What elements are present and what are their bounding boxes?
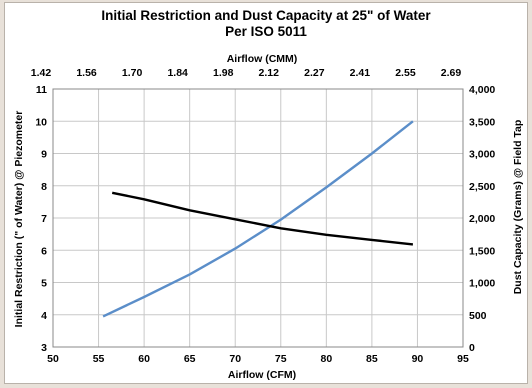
y2-tick-label: 500 — [469, 310, 487, 322]
x-tick-label: 95 — [457, 353, 469, 365]
y-axis-label: Initial Restriction (" of Water) @ Piezo… — [13, 111, 25, 328]
grid — [52, 88, 464, 348]
chart-subtitle: Per ISO 5011 — [225, 24, 307, 39]
y-tick-label: 8 — [41, 181, 47, 193]
x2-tick-label: 1.84 — [167, 67, 188, 79]
chart-title: Initial Restriction and Dust Capacity at… — [101, 8, 431, 23]
x2-tick-label: 2.69 — [441, 67, 462, 79]
y2-axis-label: Dust Capacity (Grams) @ Field Tap — [512, 120, 524, 295]
x2-tick-label: 1.42 — [31, 67, 52, 79]
x-tick-label: 65 — [184, 353, 196, 365]
y-tick-label: 5 — [41, 278, 47, 290]
x-tick-label: 75 — [275, 353, 287, 365]
y-tick-label: 7 — [41, 213, 47, 225]
y-tick-label: 10 — [35, 116, 47, 128]
y-tick-label: 6 — [41, 245, 47, 257]
y2-tick-label: 2,500 — [469, 181, 495, 193]
y-tick-label: 11 — [36, 84, 47, 96]
y2-tick-label: 3,500 — [469, 116, 495, 128]
x2-tick-label: 2.41 — [350, 67, 371, 79]
x-tick-label: 55 — [93, 353, 105, 365]
x2-tick-label: 1.56 — [76, 67, 97, 79]
y2-tick-label: 3,000 — [469, 149, 495, 161]
x2-tick-label: 2.55 — [395, 67, 416, 79]
x2-tick-label: 2.12 — [259, 67, 280, 79]
x2-tick-label: 2.27 — [304, 67, 325, 79]
x-tick-label: 85 — [366, 353, 378, 365]
x-tick-label: 50 — [47, 353, 59, 365]
restriction-line — [102, 120, 414, 318]
y2-tick-label: 1,000 — [469, 278, 495, 290]
plot-border — [52, 88, 464, 348]
x-axis-label: Airflow (CFM) — [228, 369, 296, 381]
chart-frame — [4, 2, 528, 384]
series-lines — [102, 120, 414, 318]
y2-tick-label: 0 — [469, 342, 475, 354]
y2-tick-label: 1,500 — [469, 245, 495, 257]
x-tick-label: 90 — [412, 353, 424, 365]
y-tick-label: 4 — [41, 310, 47, 322]
x-tick-label: 70 — [229, 353, 241, 365]
tick-labels: 50 55 60 65 70 75 80 85 90 951.42 1.56 1.70 1.84 1.98… — [31, 67, 496, 365]
x-tick-label: 80 — [320, 353, 332, 365]
dust-capacity-line — [111, 191, 414, 246]
x2-tick-label: 1.70 — [122, 67, 143, 79]
y2-tick-label: 2,000 — [469, 213, 495, 225]
x-tick-label: 60 — [138, 353, 150, 365]
y-tick-label: 9 — [41, 149, 47, 161]
y-tick-label: 3 — [41, 342, 47, 354]
y2-tick-label: 4,000 — [469, 84, 495, 96]
x2-axis-label: Airflow (CMM) — [227, 53, 298, 65]
x2-tick-label: 1.98 — [213, 67, 234, 79]
